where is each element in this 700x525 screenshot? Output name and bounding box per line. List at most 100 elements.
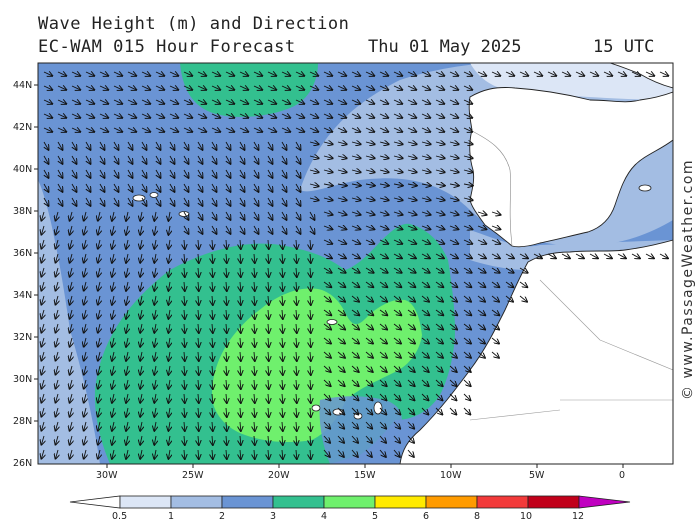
wave-direction-arrow [154,225,156,235]
wave-direction-arrow [393,198,403,200]
wave-direction-arrow [154,239,156,249]
wave-direction-arrow [435,407,442,415]
canary-island-4 [373,401,383,415]
wave-direction-arrow [240,393,241,403]
wave-direction-arrow [282,323,283,333]
wave-direction-arrow [98,393,100,403]
wave-direction-arrow [435,72,444,76]
wave-direction-arrow [365,114,374,118]
wave-direction-arrow [198,421,199,431]
wave-direction-arrow [240,169,245,178]
wave-direction-arrow [254,379,255,389]
wave-direction-arrow [365,212,375,215]
wave-direction-arrow [240,141,245,150]
wave-direction-arrow [393,100,402,104]
wave-direction-arrow [128,169,133,178]
wave-direction-arrow [365,337,373,344]
wave-direction-arrow [310,225,315,234]
legend-label: 8 [474,511,480,522]
wave-direction-arrow [421,393,428,400]
wave-direction-arrow [282,295,283,305]
legend-swatch [221,495,274,509]
wave-direction-arrow [98,281,100,291]
wave-direction-arrow [421,128,430,132]
wave-direction-arrow [169,128,178,132]
wave-direction-arrow [491,309,499,315]
wave-direction-arrow [212,225,217,234]
wave-direction-arrow [254,197,259,206]
wave-direction-arrow [505,295,513,302]
wave-direction-arrow [169,114,178,118]
wave-direction-arrow [477,212,487,215]
wave-direction-arrow [212,239,213,249]
wave-direction-arrow [226,197,231,206]
wave-direction-arrow [393,156,403,158]
wave-direction-arrow [310,267,311,277]
legend-swatch [527,495,580,509]
wave-direction-arrow [282,393,283,403]
wave-direction-arrow [58,183,63,192]
wave-direction-arrow [449,184,459,186]
legend-label: 3 [270,511,276,522]
wave-direction-arrow [98,407,100,417]
wave-direction-arrow [379,295,387,302]
wave-direction-arrow [282,435,283,445]
wave-direction-arrow [421,142,431,144]
wave-direction-arrow [170,155,175,164]
wave-direction-arrow [631,72,640,76]
wave-direction-arrow [393,212,403,215]
wave-direction-arrow [379,351,387,358]
wave-direction-arrow [84,211,86,221]
wave-direction-arrow [184,183,189,192]
wave-direction-arrow [198,183,203,192]
wave-direction-arrow [126,211,128,221]
wave-direction-arrow [519,268,528,273]
wave-direction-arrow [112,309,114,319]
wave-direction-arrow [154,267,156,277]
wave-direction-arrow [379,170,389,172]
wave-direction-arrow [240,365,241,375]
wave-direction-arrow [183,86,192,90]
wave-direction-arrow [323,323,331,330]
wave-direction-arrow [351,281,359,287]
wave-direction-arrow [407,365,415,372]
wave-direction-arrow [86,183,91,192]
wave-direction-arrow [309,156,319,158]
wave-direction-arrow [323,184,333,186]
wave-direction-arrow [198,253,199,263]
wave-direction-arrow [43,86,52,90]
wave-direction-arrow [212,407,213,417]
wave-direction-arrow [226,267,227,277]
wave-direction-arrow [477,240,486,244]
wave-direction-arrow [435,393,442,400]
wave-direction-arrow [282,169,287,178]
wave-direction-arrow [463,281,471,287]
wave-direction-arrow [168,393,170,403]
wave-direction-arrow [57,86,66,90]
wave-direction-arrow [240,253,241,263]
wave-direction-arrow [254,435,255,445]
wave-direction-arrow [268,435,269,445]
wave-direction-arrow [254,141,259,150]
wave-direction-arrow [309,100,318,104]
wave-direction-arrow [449,254,458,258]
wave-direction-arrow [421,212,431,215]
wave-direction-arrow [183,72,192,76]
wave-direction-arrow [463,114,472,118]
wave-direction-arrow [71,114,80,118]
wave-direction-arrow [72,141,77,150]
wave-direction-arrow [154,281,156,291]
wave-direction-arrow [112,295,114,305]
wave-direction-arrow [421,281,429,287]
wave-direction-arrow [309,170,319,172]
map-frame [37,62,674,465]
wave-direction-arrow [631,254,640,258]
balearic-island [638,184,652,192]
wave-direction-arrow [71,128,80,132]
wave-direction-arrow [519,254,528,258]
wave-direction-arrow [268,281,269,291]
wave-direction-arrow [154,365,156,375]
wave-direction-arrow [296,239,297,249]
wave-direction-arrow [421,184,431,186]
wave-direction-arrow [98,239,100,249]
